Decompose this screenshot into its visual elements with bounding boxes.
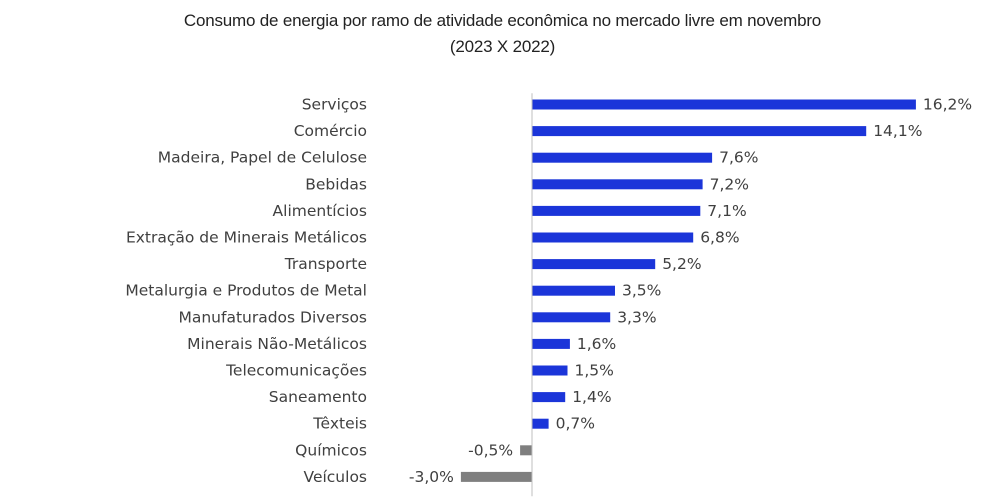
data-label: 7,6%	[719, 149, 758, 167]
chart-title: Consumo de energia por ramo de atividade…	[0, 8, 1005, 60]
data-label: 1,4%	[572, 388, 611, 406]
bar	[532, 418, 549, 429]
bar	[460, 471, 532, 482]
category-label: Comércio	[294, 122, 367, 140]
category-label: Serviços	[302, 96, 367, 114]
bar	[532, 232, 694, 243]
category-label: Químicos	[295, 441, 367, 459]
bar	[532, 365, 568, 376]
data-label: 14,1%	[873, 122, 922, 140]
category-label: Manufaturados Diversos	[178, 308, 367, 326]
bar	[520, 445, 532, 456]
category-label: Extração de Minerais Metálicos	[126, 229, 367, 247]
category-label: Têxteis	[312, 415, 367, 433]
category-label: Transporte	[284, 255, 367, 273]
chart-subtitle: (2023 X 2022)	[449, 37, 556, 56]
bar	[532, 99, 916, 110]
data-label: 0,7%	[556, 415, 595, 433]
category-label: Telecomunicações	[225, 362, 367, 380]
bar	[532, 126, 867, 137]
data-label: 3,3%	[617, 308, 656, 326]
data-label: 7,2%	[710, 175, 749, 193]
bar	[532, 179, 703, 190]
bar	[532, 338, 570, 349]
chart-title-main: Consumo de energia por ramo de atividade…	[183, 11, 822, 30]
data-label: 5,2%	[662, 255, 701, 273]
category-label: Minerais Não-Metálicos	[187, 335, 367, 353]
data-label: 7,1%	[707, 202, 746, 220]
data-label: 3,5%	[622, 282, 661, 300]
bar	[532, 285, 615, 296]
category-label: Veículos	[304, 468, 367, 486]
data-label: 6,8%	[700, 229, 739, 247]
data-label: 1,6%	[577, 335, 616, 353]
bar	[532, 392, 566, 403]
data-label: -3,0%	[409, 468, 454, 486]
category-label: Bebidas	[305, 175, 367, 193]
data-label: -0,5%	[468, 441, 513, 459]
category-label: Madeira, Papel de Celulose	[158, 149, 367, 167]
data-label: 1,5%	[575, 362, 614, 380]
bar	[532, 312, 611, 323]
category-label: Metalurgia e Produtos de Metal	[125, 282, 367, 300]
bar	[532, 205, 701, 216]
category-label: Saneamento	[269, 388, 367, 406]
bar	[532, 259, 656, 270]
category-label: Alimentícios	[273, 202, 367, 220]
data-label: 16,2%	[923, 96, 972, 114]
bar	[532, 152, 713, 163]
